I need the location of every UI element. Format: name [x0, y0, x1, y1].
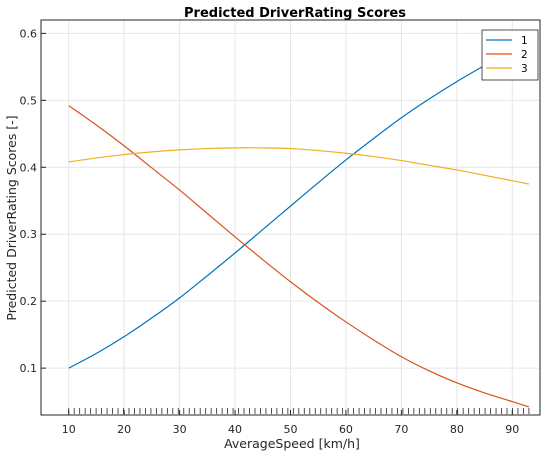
legend: 1 2 3 [481, 29, 539, 81]
y-tick-label: 0.3 [20, 228, 38, 241]
series-lines [68, 42, 530, 408]
y-tick-label: 0.4 [20, 161, 38, 174]
x-tick-label: 60 [339, 423, 353, 436]
rug-marks [68, 408, 530, 414]
chart-title: Predicted DriverRating Scores [184, 6, 406, 21]
x-tick-label: 90 [505, 423, 519, 436]
x-axis: 10 20 30 40 50 60 70 80 90 [62, 410, 519, 436]
x-tick-label: 80 [450, 423, 464, 436]
legend-label-1: 1 [521, 35, 528, 47]
series-line-2 [68, 105, 530, 408]
x-tick-label: 10 [62, 423, 76, 436]
y-axis-label: Predicted DriverRating Scores [-] [4, 115, 19, 320]
x-tick-label: 20 [117, 423, 131, 436]
x-axis-label: AverageSpeed [km/h] [224, 436, 360, 451]
y-tick-label: 0.6 [20, 27, 38, 40]
x-tick-label: 50 [284, 423, 298, 436]
x-tick-label: 40 [228, 423, 242, 436]
y-axis: 0.1 0.2 0.3 0.4 0.5 0.6 [20, 27, 46, 375]
legend-box [481, 29, 539, 81]
grid [41, 20, 540, 415]
y-tick-label: 0.5 [20, 94, 38, 107]
legend-label-3: 3 [521, 63, 528, 75]
y-tick-label: 0.1 [20, 362, 38, 375]
series-line-3 [68, 147, 530, 185]
x-tick-label: 30 [173, 423, 187, 436]
series-line-1 [68, 42, 530, 369]
y-tick-label: 0.2 [20, 295, 38, 308]
legend-label-2: 2 [521, 49, 528, 61]
x-tick-label: 70 [394, 423, 408, 436]
